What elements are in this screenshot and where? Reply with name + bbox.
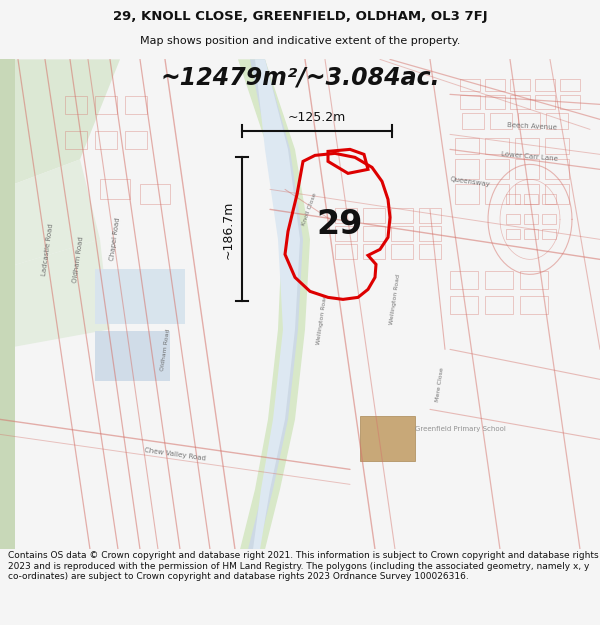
Text: Oldham Road: Oldham Road xyxy=(72,236,84,283)
Text: Queensway: Queensway xyxy=(449,176,491,187)
Bar xyxy=(545,138,569,154)
Bar xyxy=(363,226,385,241)
Bar xyxy=(95,96,117,114)
Bar xyxy=(450,271,478,289)
Bar xyxy=(65,96,87,114)
Bar xyxy=(419,244,441,259)
Bar xyxy=(125,131,147,149)
Bar xyxy=(560,79,580,91)
Bar xyxy=(95,269,185,324)
Bar xyxy=(363,208,385,223)
Text: Map shows position and indicative extent of the property.: Map shows position and indicative extent… xyxy=(140,36,460,46)
Bar xyxy=(360,416,415,461)
Text: Oldham Road: Oldham Road xyxy=(160,328,170,371)
Text: Wellington Road: Wellington Road xyxy=(316,294,328,345)
Text: Ladcastle Road: Ladcastle Road xyxy=(41,223,55,276)
Bar xyxy=(455,138,479,154)
Bar xyxy=(335,226,357,241)
Bar xyxy=(65,131,87,149)
Bar xyxy=(485,159,509,179)
Text: Beech Avenue: Beech Avenue xyxy=(507,122,557,131)
Bar xyxy=(450,296,478,314)
Bar xyxy=(542,229,556,239)
Text: Mere Close: Mere Close xyxy=(435,367,445,402)
Text: ~125.2m: ~125.2m xyxy=(288,111,346,124)
Polygon shape xyxy=(242,59,303,549)
Text: Chew Valley Road: Chew Valley Road xyxy=(144,447,206,462)
Bar xyxy=(515,184,539,204)
Bar xyxy=(485,184,509,204)
Bar xyxy=(335,244,357,259)
Bar xyxy=(485,271,513,289)
Bar xyxy=(520,271,548,289)
Bar xyxy=(510,79,530,91)
Bar xyxy=(524,229,538,239)
Bar xyxy=(518,113,540,129)
Bar xyxy=(455,184,479,204)
Polygon shape xyxy=(252,59,300,549)
Polygon shape xyxy=(0,159,100,269)
Bar xyxy=(515,138,539,154)
Bar xyxy=(524,214,538,224)
Text: 29: 29 xyxy=(317,208,363,241)
Bar xyxy=(95,331,170,381)
Bar xyxy=(140,184,170,204)
Bar xyxy=(490,113,512,129)
Bar xyxy=(125,96,147,114)
Bar xyxy=(535,96,555,109)
Bar xyxy=(510,96,530,109)
Bar xyxy=(545,159,569,179)
Bar xyxy=(520,296,548,314)
Bar xyxy=(100,179,130,199)
Bar xyxy=(391,208,413,223)
Text: Knoll Close: Knoll Close xyxy=(302,192,318,226)
Bar xyxy=(485,296,513,314)
Bar xyxy=(391,244,413,259)
Polygon shape xyxy=(0,59,15,549)
Bar xyxy=(462,113,484,129)
Bar xyxy=(515,159,539,179)
Polygon shape xyxy=(225,59,310,549)
Bar xyxy=(485,96,505,109)
Bar xyxy=(542,214,556,224)
Text: Lower Carr Lane: Lower Carr Lane xyxy=(502,151,559,162)
Bar xyxy=(419,208,441,223)
Polygon shape xyxy=(0,59,120,189)
Text: ~12479m²/~3.084ac.: ~12479m²/~3.084ac. xyxy=(160,66,440,89)
Bar xyxy=(506,214,520,224)
Polygon shape xyxy=(0,239,110,349)
Text: Wellington Road: Wellington Road xyxy=(389,274,401,325)
Bar xyxy=(506,229,520,239)
Bar xyxy=(560,96,580,109)
Bar xyxy=(546,113,568,129)
Bar xyxy=(506,194,520,204)
Bar xyxy=(485,138,509,154)
Bar xyxy=(95,131,117,149)
Bar xyxy=(545,184,569,204)
Text: Contains OS data © Crown copyright and database right 2021. This information is : Contains OS data © Crown copyright and d… xyxy=(8,551,598,581)
Bar xyxy=(335,208,357,223)
Bar xyxy=(419,226,441,241)
Bar xyxy=(524,194,538,204)
Bar xyxy=(460,79,480,91)
Text: 29, KNOLL CLOSE, GREENFIELD, OLDHAM, OL3 7FJ: 29, KNOLL CLOSE, GREENFIELD, OLDHAM, OL3… xyxy=(113,11,487,23)
Bar xyxy=(485,79,505,91)
Bar xyxy=(455,159,479,179)
Bar xyxy=(542,194,556,204)
Bar xyxy=(535,79,555,91)
Bar xyxy=(363,244,385,259)
Text: Greenfield Primary School: Greenfield Primary School xyxy=(415,426,505,432)
Text: ~186.7m: ~186.7m xyxy=(221,200,235,259)
Bar xyxy=(391,226,413,241)
Text: Chapel Road: Chapel Road xyxy=(109,217,121,261)
Bar xyxy=(460,96,480,109)
